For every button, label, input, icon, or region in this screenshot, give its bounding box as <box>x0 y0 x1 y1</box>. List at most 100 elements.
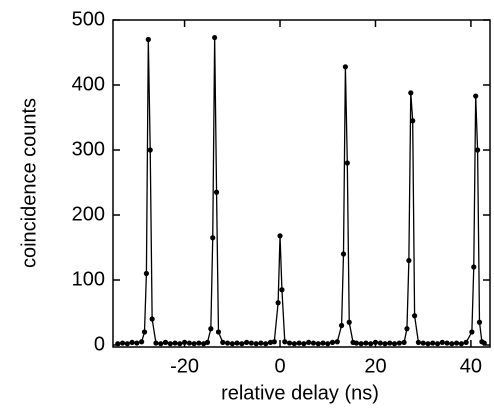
data-point <box>286 340 293 346</box>
data-point <box>473 93 479 99</box>
data-point <box>244 339 250 345</box>
data-point <box>134 340 140 346</box>
data-point <box>172 340 178 346</box>
data-point <box>469 329 475 335</box>
data-point <box>139 339 145 345</box>
y-tick-label: 400 <box>72 73 105 95</box>
data-point <box>145 36 151 43</box>
data-point <box>229 341 235 347</box>
data-point <box>346 319 352 325</box>
data-point <box>474 147 481 153</box>
data-point <box>149 316 155 322</box>
data-point <box>158 341 164 347</box>
data-point <box>186 340 192 346</box>
data-point <box>115 341 121 347</box>
data-point <box>368 341 374 347</box>
data-point <box>271 339 277 345</box>
data-point <box>315 341 321 347</box>
data-point <box>325 341 331 347</box>
data-point <box>282 339 288 345</box>
data-point <box>463 339 469 345</box>
data-point <box>382 341 388 347</box>
data-point <box>439 339 445 345</box>
data-point <box>291 341 297 347</box>
data-point <box>387 340 393 346</box>
data-point <box>444 340 450 346</box>
data-point <box>340 251 347 257</box>
data-point <box>410 118 416 124</box>
data-point <box>296 340 302 346</box>
data-point <box>224 340 231 346</box>
data-point <box>344 160 350 166</box>
data-point <box>391 341 398 347</box>
data-point <box>306 339 312 345</box>
data-point <box>401 339 407 345</box>
data-line <box>117 37 485 345</box>
data-point <box>147 147 153 153</box>
data-point <box>363 340 369 346</box>
data-point <box>162 339 169 345</box>
data-point <box>338 322 345 329</box>
data-point <box>263 341 269 347</box>
data-point <box>430 340 436 346</box>
data-point <box>124 341 130 347</box>
data-point <box>210 235 216 241</box>
data-point <box>353 340 359 346</box>
data-point <box>320 340 326 346</box>
data-point <box>267 339 274 345</box>
x-axis-label: relative delay (ns) <box>221 382 379 404</box>
data-point <box>434 341 441 347</box>
data-point <box>119 340 126 346</box>
data-point <box>342 64 349 70</box>
data-point <box>277 233 283 239</box>
data-point <box>258 340 264 346</box>
data-point <box>476 319 483 325</box>
data-point <box>191 341 197 347</box>
plot-frame <box>112 19 491 348</box>
data-point <box>129 339 135 345</box>
data-point <box>453 340 460 346</box>
data-point <box>234 340 240 346</box>
data-point <box>279 287 285 293</box>
data-point <box>213 189 220 195</box>
data-point <box>334 339 340 345</box>
data-point <box>310 340 317 346</box>
y-tick-label: 0 <box>94 333 105 355</box>
data-point <box>329 339 336 345</box>
y-tick-label: 200 <box>72 203 105 225</box>
data-point <box>153 340 159 346</box>
y-tick-label: 500 <box>72 8 105 30</box>
data-point <box>215 329 222 335</box>
data-point <box>358 341 364 347</box>
data-point <box>181 339 188 345</box>
data-point <box>404 326 410 332</box>
data-point <box>253 341 259 347</box>
data-point <box>196 340 202 346</box>
data-point <box>208 326 214 332</box>
data-point <box>425 341 431 347</box>
data-point <box>420 340 426 346</box>
data-point <box>377 340 383 346</box>
data-point <box>220 339 226 345</box>
data-point <box>412 313 418 319</box>
data-point <box>406 257 412 264</box>
data-point <box>167 341 173 347</box>
data-point <box>177 341 183 347</box>
data-point <box>204 339 211 345</box>
x-tick-label: 0 <box>274 355 285 377</box>
data-point <box>481 340 487 346</box>
data-point <box>458 341 464 347</box>
data-point <box>248 340 254 346</box>
data-point <box>239 341 245 347</box>
y-tick-label: 100 <box>72 268 105 290</box>
data-point <box>301 341 307 347</box>
data-point <box>143 270 150 277</box>
x-tick-label: -20 <box>170 355 199 377</box>
data-point <box>471 264 477 270</box>
data-point <box>449 341 455 347</box>
data-point <box>212 34 218 41</box>
y-tick-label: 300 <box>72 138 105 160</box>
data-point <box>372 339 379 345</box>
